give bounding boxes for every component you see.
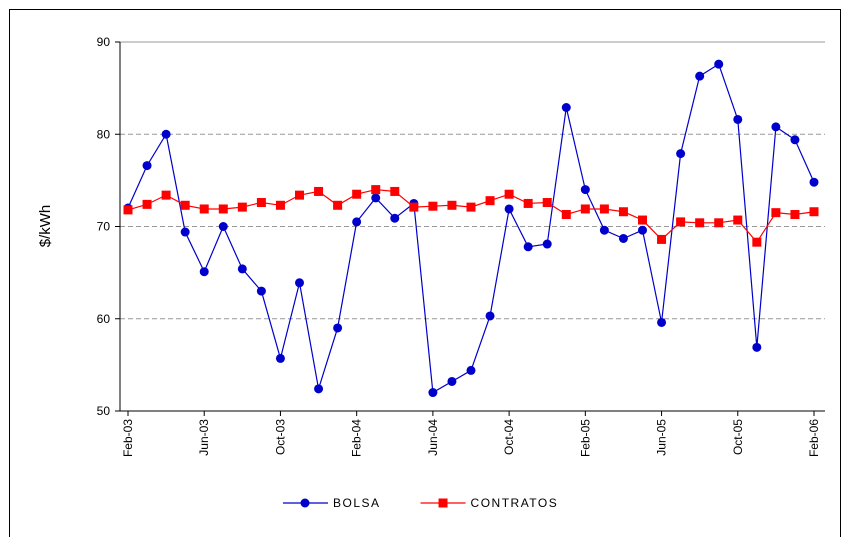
x-tick-label: Oct-05 (731, 419, 745, 455)
point (485, 311, 495, 321)
x-tick-label: Feb-04 (350, 419, 364, 457)
point (199, 204, 209, 214)
point (790, 210, 800, 220)
point (256, 286, 266, 296)
point (275, 353, 285, 363)
point (409, 202, 419, 212)
y-axis-label: $/kWh (37, 205, 54, 248)
point (561, 210, 571, 220)
legend-label: BOLSA (333, 496, 381, 510)
point (218, 204, 228, 214)
point (447, 376, 457, 386)
point (599, 225, 609, 235)
point (295, 278, 304, 288)
point (161, 190, 171, 200)
point (390, 213, 400, 223)
x-tick-label: Oct-04 (502, 419, 516, 455)
series-line (127, 188, 815, 244)
point (676, 149, 686, 159)
point (142, 199, 152, 209)
x-tick-label: Oct-03 (273, 419, 287, 455)
legend-label: CONTRATOS (471, 496, 559, 510)
y-tick-label: 90 (97, 35, 111, 49)
point (161, 129, 171, 139)
point (714, 218, 724, 228)
point (371, 193, 381, 203)
point (295, 190, 304, 200)
point (333, 323, 343, 333)
point (771, 122, 781, 132)
legend-marker (300, 498, 310, 508)
point (123, 205, 133, 215)
x-tick-label: Jun-04 (426, 419, 440, 456)
x-tick-label: Feb-03 (121, 419, 135, 457)
point (237, 202, 247, 212)
series-line (127, 63, 815, 394)
point (714, 59, 724, 69)
x-tick-label: Feb-05 (578, 419, 592, 457)
point (676, 217, 686, 227)
point (752, 342, 762, 352)
point (428, 201, 438, 211)
point (580, 204, 590, 214)
point (542, 239, 552, 249)
point (523, 242, 533, 252)
point (180, 227, 190, 237)
point (371, 185, 381, 195)
point (504, 204, 514, 214)
point (599, 204, 609, 214)
point (771, 208, 781, 218)
point (561, 102, 571, 112)
point (466, 365, 476, 375)
point (142, 161, 152, 171)
point (352, 189, 362, 199)
point (447, 200, 457, 210)
point (657, 234, 667, 244)
y-tick-label: 60 (97, 312, 111, 326)
point (618, 207, 628, 217)
point (695, 71, 705, 81)
point (504, 189, 514, 199)
y-tick-label: 50 (97, 404, 111, 418)
point (314, 186, 324, 196)
point (580, 185, 590, 195)
point (199, 267, 209, 277)
point (618, 233, 628, 243)
point (237, 264, 247, 274)
y-tick-label: 80 (97, 127, 111, 141)
point (638, 215, 647, 225)
point (466, 202, 476, 212)
point (542, 198, 552, 208)
y-tick-label: 70 (97, 220, 111, 234)
chart-frame (9, 9, 841, 537)
point (428, 388, 438, 398)
point (390, 186, 400, 196)
point (352, 217, 362, 227)
point (790, 135, 800, 145)
point (752, 237, 762, 247)
legend-marker (438, 498, 448, 508)
point (314, 384, 324, 394)
point (275, 200, 285, 210)
point (485, 196, 495, 206)
point (733, 114, 743, 124)
point (256, 198, 266, 208)
x-tick-label: Feb-06 (807, 419, 821, 457)
point (809, 207, 819, 217)
point (523, 198, 533, 208)
point (218, 222, 228, 231)
point (333, 200, 343, 210)
point (733, 215, 743, 225)
point (695, 218, 705, 228)
point (809, 177, 819, 187)
point (180, 200, 190, 210)
x-tick-label: Jun-05 (655, 419, 669, 456)
point (638, 225, 647, 235)
point (657, 317, 667, 327)
x-tick-label: Jun-03 (197, 419, 211, 456)
